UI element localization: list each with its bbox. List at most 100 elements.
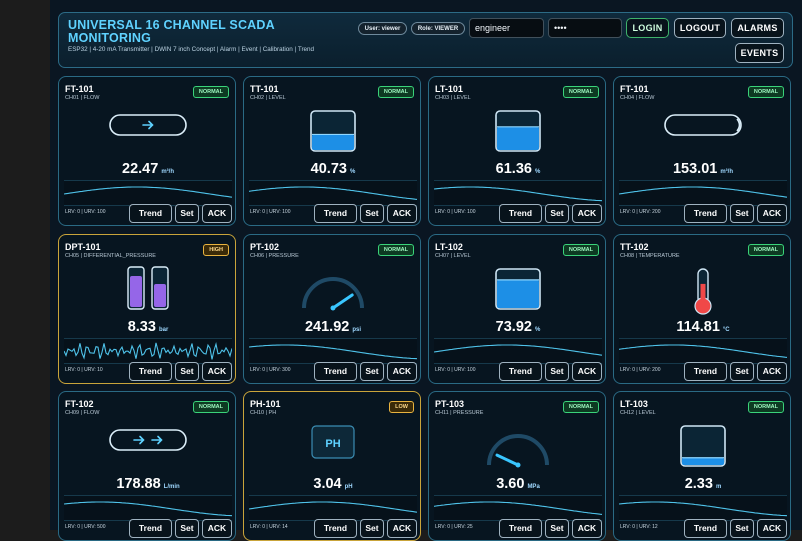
- trend-button[interactable]: Trend: [129, 519, 172, 538]
- tank-icon: [495, 268, 541, 310]
- range-text: LRV: 0 | URV: 100: [250, 209, 291, 215]
- channel-unit: %: [534, 327, 541, 333]
- ack-button[interactable]: ACK: [387, 204, 417, 223]
- channel-subtitle: CH02 | LEVEL: [250, 95, 286, 101]
- channel-value: 3.04: [313, 476, 342, 492]
- trend-chart: [434, 338, 602, 364]
- trend-line: [249, 501, 417, 513]
- trend-button[interactable]: Trend: [499, 362, 542, 381]
- username-input[interactable]: [469, 18, 544, 38]
- channel-unit: m³/h: [161, 169, 174, 175]
- range-text: LRV: 0 | URV: 14: [250, 524, 288, 530]
- ack-button[interactable]: ACK: [387, 519, 417, 538]
- trend-button[interactable]: Trend: [314, 204, 357, 223]
- ack-button[interactable]: ACK: [202, 204, 232, 223]
- trend-button[interactable]: Trend: [684, 204, 727, 223]
- ack-button[interactable]: ACK: [572, 362, 602, 381]
- dp-cell-fill: [154, 284, 166, 307]
- channel-value: 3.60: [496, 476, 525, 492]
- trend-button[interactable]: Trend: [129, 362, 172, 381]
- status-badge: HIGH: [203, 244, 229, 256]
- trend-line: [249, 344, 417, 360]
- status-badge: NORMAL: [747, 401, 784, 413]
- password-input[interactable]: [548, 18, 622, 38]
- trend-button[interactable]: Trend: [499, 519, 542, 538]
- ack-button[interactable]: ACK: [572, 204, 602, 223]
- set-button[interactable]: Set: [730, 519, 754, 538]
- channel-tag: FT-101: [620, 84, 649, 94]
- tank-fill: [497, 126, 539, 150]
- channel-tag: TT-102: [620, 242, 649, 252]
- tank-fill: [312, 134, 354, 150]
- ack-button[interactable]: ACK: [757, 362, 787, 381]
- trend-chart: [64, 180, 232, 206]
- channel-tag: LT-101: [435, 84, 463, 94]
- ack-button[interactable]: ACK: [757, 204, 787, 223]
- trend-line: [434, 344, 602, 356]
- range-text: LRV: 0 | URV: 100: [435, 367, 476, 373]
- trend-button[interactable]: Trend: [314, 519, 357, 538]
- range-text: LRV: 0 | URV: 100: [65, 209, 106, 215]
- set-button[interactable]: Set: [730, 362, 754, 381]
- channel-tag: TT-101: [250, 84, 279, 94]
- dp-cells-icon: [127, 266, 169, 310]
- login-button[interactable]: LOGIN: [626, 18, 669, 38]
- gauge-hub: [515, 462, 521, 468]
- ack-button[interactable]: ACK: [202, 519, 232, 538]
- channel-tag: FT-102: [65, 399, 94, 409]
- trend-line: [434, 186, 602, 202]
- channel-card: FT-101 CH04 | FLOW NORMAL 153.01 m³/h LRV: 0 …: [613, 76, 791, 226]
- gauge-hub: [330, 305, 336, 311]
- channel-unit: %: [349, 169, 356, 175]
- status-badge: NORMAL: [747, 86, 784, 98]
- thermometer-icon: [694, 268, 712, 315]
- logout-button[interactable]: LOGOUT: [674, 18, 726, 38]
- channel-value-display: 22.47 m³/h: [59, 161, 235, 177]
- set-button[interactable]: Set: [545, 362, 569, 381]
- trend-line: [434, 501, 602, 515]
- set-button[interactable]: Set: [545, 204, 569, 223]
- channel-value-display: 178.88 L/min: [59, 476, 235, 492]
- channel-value-display: 61.36%: [429, 161, 605, 177]
- channel-subtitle: CH08 | TEMPERATURE: [620, 253, 680, 259]
- channel-card: LT-101 CH03 | LEVEL NORMAL 61.36% LRV: 0 | U…: [428, 76, 606, 226]
- channel-value-display: 73.92%: [429, 319, 605, 335]
- trend-chart: [619, 180, 787, 206]
- set-button[interactable]: Set: [545, 519, 569, 538]
- range-text: LRV: 0 | URV: 200: [620, 367, 661, 373]
- trend-button[interactable]: Trend: [684, 362, 727, 381]
- flow-pipe-icon: [109, 429, 187, 451]
- set-button[interactable]: Set: [175, 204, 199, 223]
- tank-icon: [495, 110, 541, 152]
- ack-button[interactable]: ACK: [202, 362, 232, 381]
- trend-button[interactable]: Trend: [129, 204, 172, 223]
- set-button[interactable]: Set: [360, 204, 384, 223]
- channel-value: 8.33: [127, 319, 156, 335]
- channel-unit: bar: [158, 327, 169, 333]
- alarms-button[interactable]: ALARMS: [731, 18, 784, 38]
- channel-subtitle: CH10 | PH: [250, 410, 277, 416]
- set-button[interactable]: Set: [175, 519, 199, 538]
- range-text: LRV: 0 | URV: 500: [65, 524, 106, 530]
- tank-outline: [680, 425, 726, 467]
- status-badge: NORMAL: [562, 244, 599, 256]
- channel-value-display: 114.81 °C: [614, 319, 790, 335]
- trend-line: [619, 344, 787, 358]
- flow-pipe-icon: [664, 114, 742, 136]
- set-button[interactable]: Set: [360, 362, 384, 381]
- trend-line: [64, 186, 232, 198]
- set-button[interactable]: Set: [175, 362, 199, 381]
- ack-button[interactable]: ACK: [572, 519, 602, 538]
- trend-chart: [619, 495, 787, 521]
- ack-button[interactable]: ACK: [757, 519, 787, 538]
- channel-value: 22.47: [122, 161, 159, 177]
- events-button[interactable]: EVENTS: [735, 43, 784, 63]
- ack-button[interactable]: ACK: [387, 362, 417, 381]
- set-button[interactable]: Set: [730, 204, 754, 223]
- set-button[interactable]: Set: [360, 519, 384, 538]
- range-text: LRV: 0 | URV: 12: [620, 524, 658, 530]
- trend-button[interactable]: Trend: [684, 519, 727, 538]
- channel-card: TT-101 CH02 | LEVEL NORMAL 40.73% LRV: 0 | U…: [243, 76, 421, 226]
- trend-button[interactable]: Trend: [314, 362, 357, 381]
- trend-button[interactable]: Trend: [499, 204, 542, 223]
